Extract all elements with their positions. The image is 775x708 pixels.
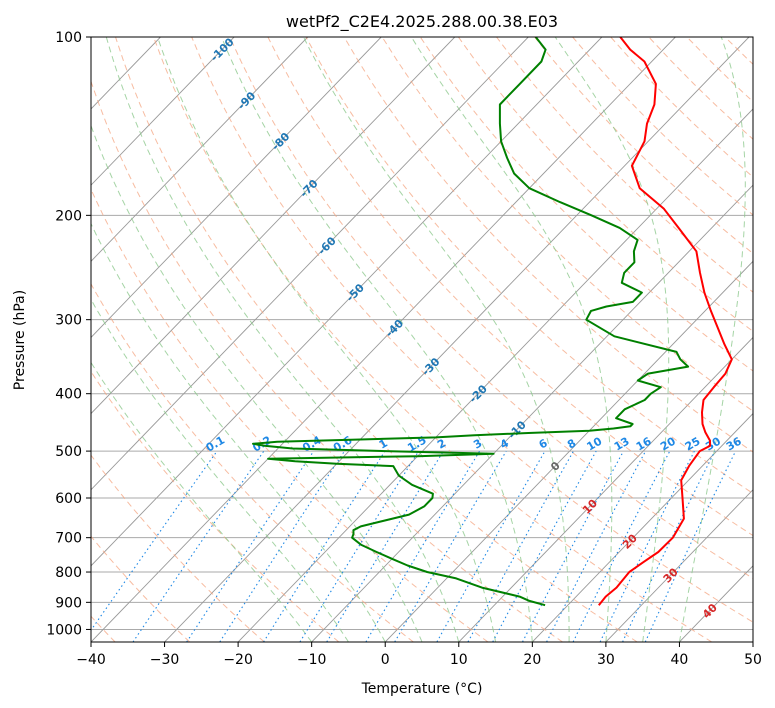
- isotherm-line: [91, 37, 456, 415]
- moist-adiabat: [105, 37, 460, 642]
- dry-adiabat: [91, 79, 563, 642]
- moist-adiabat: [554, 37, 670, 642]
- y-tick-label: 100: [55, 30, 82, 46]
- moist-adiabat: [91, 124, 423, 642]
- mixing-ratio-line: [394, 450, 507, 642]
- y-tick-label: 700: [55, 531, 82, 547]
- x-axis-label: Temperature (°C): [361, 681, 483, 697]
- x-tick-label: −30: [150, 652, 180, 668]
- isotherm-line: [458, 336, 753, 642]
- x-tick-label: 20: [523, 652, 541, 668]
- isotherm-line: [605, 489, 753, 642]
- x-tick-label: 30: [597, 652, 615, 668]
- mixing-ratio-line: [263, 450, 386, 642]
- x-tick-label: 0: [381, 652, 390, 668]
- moist-adiabat: [157, 37, 497, 642]
- isotherm-line: [91, 37, 676, 642]
- y-tick-label: 900: [55, 595, 82, 611]
- isotherm-line: [164, 37, 750, 642]
- mixing-ratio-line: [326, 450, 444, 642]
- x-tick-label: 10: [450, 652, 468, 668]
- x-tick-label: −20: [223, 652, 253, 668]
- mixing-ratio-line: [219, 450, 345, 642]
- temperature-profile-line: [598, 37, 733, 606]
- mixing-ratio-line: [132, 450, 265, 642]
- moist-adiabat: [410, 37, 613, 642]
- isotherm-line: [384, 260, 753, 642]
- x-tick-label: −40: [76, 652, 106, 668]
- dewpoint-profile-line: [252, 37, 690, 607]
- moist-adiabat: [91, 222, 386, 642]
- moist-adiabat: [303, 37, 570, 642]
- y-tick-label: 200: [55, 208, 82, 224]
- moist-adiabat: [678, 37, 746, 642]
- profile-series: [252, 37, 733, 607]
- x-axis-ticks: −40 −30 −20 −10 0 10 20 30 40 50: [76, 642, 762, 668]
- y-axis-ticks: 100 200 300 400 500 600 700 800 900 1000: [46, 30, 91, 638]
- moist-adiabat: [91, 298, 349, 642]
- isotherm-line: [91, 37, 529, 491]
- dry-adiabat: [115, 37, 638, 642]
- x-tick-label: 40: [671, 652, 689, 668]
- isotherm-line: [91, 37, 309, 262]
- y-tick-label: 1000: [46, 622, 82, 638]
- isotherm-line: [311, 184, 753, 642]
- plot-area: 0.1 0.2 0.4 0.6 1 1.5 2 3 4 6 8 10 13 16 20 25 30 36-100-…: [91, 37, 753, 642]
- x-tick-label: 50: [744, 652, 762, 668]
- mixing-ratio-line: [599, 450, 695, 642]
- y-tick-label: 300: [55, 313, 82, 329]
- mixing-ratio-line: [522, 450, 624, 642]
- moist-adiabat: [91, 361, 313, 642]
- dry-adiabat: [91, 454, 265, 642]
- chart-title: wetPf2_C2E4.2025.288.00.38.E03: [286, 12, 558, 32]
- x-tick-label: −10: [297, 652, 327, 668]
- mixing-ratio-line: [299, 450, 420, 642]
- isotherm-line: [91, 37, 382, 339]
- mixing-ratio-line: [186, 450, 315, 642]
- moist-adiabats: [91, 37, 746, 642]
- y-axis-label: Pressure (hPa): [12, 290, 28, 390]
- mixing-ratio-line: [492, 450, 597, 642]
- plot-frame: [90, 36, 754, 643]
- dry-adiabat: [91, 283, 414, 642]
- y-tick-label: 500: [55, 444, 82, 460]
- isotherm-line: [91, 37, 603, 567]
- y-tick-label: 400: [55, 387, 82, 403]
- mixing-ratio-line: [644, 450, 737, 642]
- mixing-ratio-line: [91, 450, 218, 632]
- y-tick-label: 600: [55, 491, 82, 507]
- dry-adiabat: [191, 37, 753, 623]
- isotherm-grid: [91, 37, 753, 642]
- dry-adiabat: [91, 188, 489, 642]
- isotherm-line: [531, 412, 753, 642]
- y-tick-label: 800: [55, 565, 82, 581]
- mixing-ratio-line: [622, 450, 716, 642]
- isotherm-line: [237, 108, 753, 642]
- isotherm-line: [91, 37, 235, 186]
- dry-adiabat: [496, 37, 753, 293]
- mixing-ratio-lines: [91, 450, 737, 642]
- mixing-ratio-line: [365, 450, 481, 642]
